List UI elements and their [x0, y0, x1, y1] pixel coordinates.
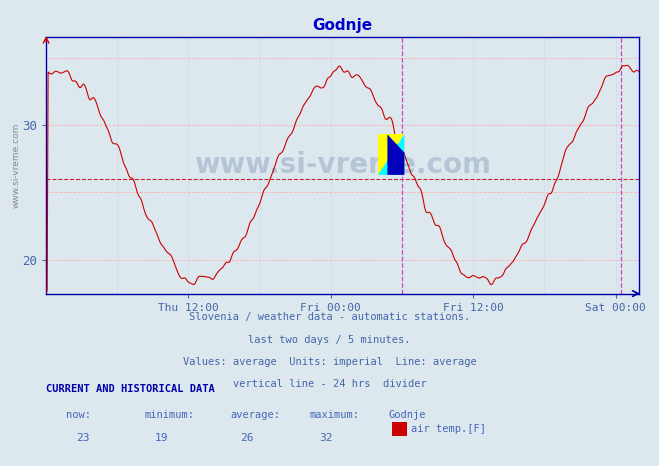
Text: 32: 32: [320, 433, 333, 443]
Text: air temp.[F]: air temp.[F]: [411, 424, 486, 434]
Y-axis label: www.si-vreme.com: www.si-vreme.com: [12, 123, 20, 208]
Text: 19: 19: [155, 433, 168, 443]
Text: Godnje: Godnje: [389, 410, 426, 420]
Text: www.si-vreme.com: www.si-vreme.com: [194, 151, 491, 179]
Text: vertical line - 24 hrs  divider: vertical line - 24 hrs divider: [233, 379, 426, 389]
Text: average:: average:: [231, 410, 281, 420]
Text: minimum:: minimum:: [145, 410, 195, 420]
Polygon shape: [387, 134, 405, 175]
Text: maximum:: maximum:: [310, 410, 360, 420]
Polygon shape: [378, 134, 405, 175]
Polygon shape: [378, 134, 405, 175]
Text: Slovenia / weather data - automatic stations.: Slovenia / weather data - automatic stat…: [189, 312, 470, 322]
Text: 26: 26: [241, 433, 254, 443]
Text: 23: 23: [76, 433, 89, 443]
Title: Godnje: Godnje: [312, 18, 373, 34]
Text: Values: average  Units: imperial  Line: average: Values: average Units: imperial Line: av…: [183, 357, 476, 367]
Text: now:: now:: [66, 410, 91, 420]
Text: CURRENT AND HISTORICAL DATA: CURRENT AND HISTORICAL DATA: [46, 384, 215, 394]
Text: last two days / 5 minutes.: last two days / 5 minutes.: [248, 335, 411, 344]
